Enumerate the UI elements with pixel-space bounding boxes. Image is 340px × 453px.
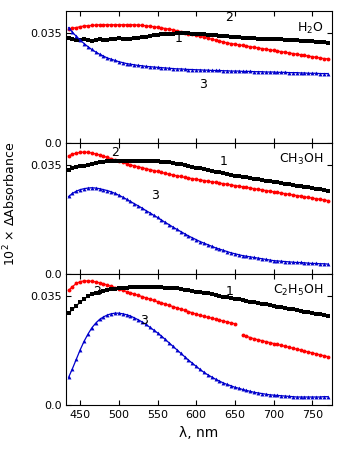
Text: H$_2$O: H$_2$O: [297, 20, 324, 36]
Text: CH$_3$OH: CH$_3$OH: [279, 152, 324, 167]
Text: 1: 1: [175, 32, 183, 44]
Text: 3: 3: [140, 314, 149, 327]
Text: 10$^2$ × ΔAbsorbance: 10$^2$ × ΔAbsorbance: [2, 142, 18, 266]
Text: 3: 3: [151, 189, 159, 202]
Text: 2: 2: [93, 285, 101, 298]
Text: C$_2$H$_5$OH: C$_2$H$_5$OH: [273, 283, 324, 299]
Text: 1: 1: [225, 285, 233, 298]
Text: 1: 1: [220, 155, 228, 168]
X-axis label: λ, nm: λ, nm: [179, 426, 219, 440]
Text: 2: 2: [225, 10, 233, 24]
Text: 3: 3: [199, 77, 207, 91]
Text: 2: 2: [112, 146, 119, 159]
